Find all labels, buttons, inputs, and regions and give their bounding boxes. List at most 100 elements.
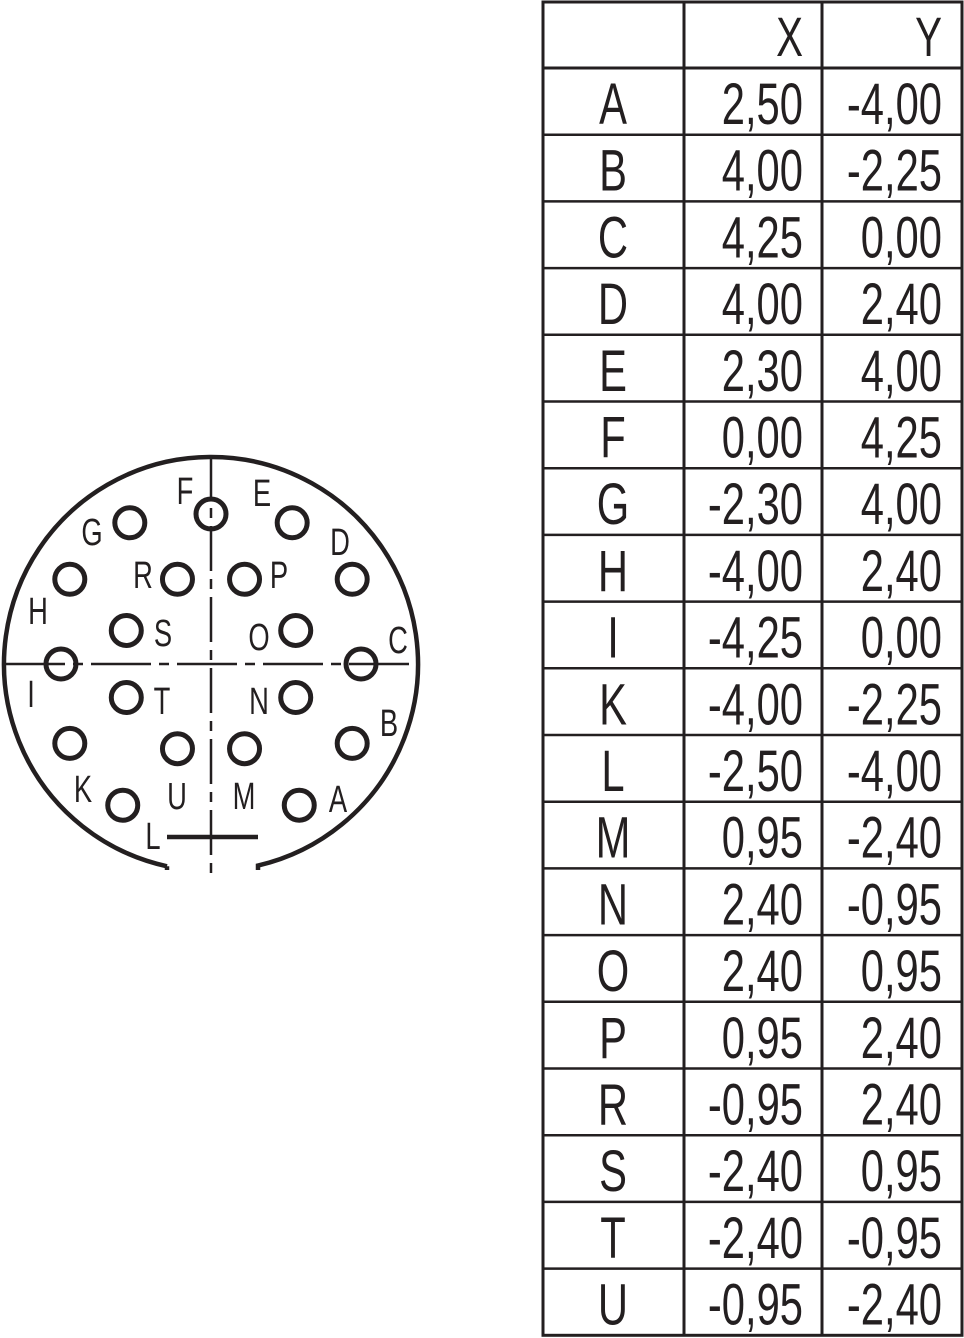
x-value-cell: -2,40 [708, 1138, 803, 1203]
y-value-cell: -2,25 [847, 672, 942, 737]
table-row: K -4,00 -2,25 [599, 672, 942, 737]
y-value-cell: 2,40 [861, 538, 942, 603]
x-value-cell: 2,30 [722, 338, 803, 403]
pin-label: O [248, 617, 269, 659]
pin-label: S [154, 613, 172, 655]
pin-name-cell: A [599, 71, 627, 136]
y-value-cell: -4,00 [847, 71, 942, 136]
pin-label: F [177, 471, 194, 513]
pin-e [274, 505, 310, 541]
table-row: O 2,40 0,95 [597, 938, 942, 1003]
table-row: E 2,30 4,00 [599, 338, 942, 403]
pin-name-cell: O [597, 938, 629, 1003]
y-value-cell: -4,00 [847, 738, 942, 803]
pin-name-cell: M [596, 805, 631, 870]
table-row: R -0,95 2,40 [598, 1072, 942, 1137]
y-value-cell: 2,40 [861, 271, 942, 336]
pin-f [193, 496, 229, 532]
table-row: H -4,00 2,40 [598, 538, 942, 603]
pin-label: B [380, 703, 398, 745]
pin-label: N [249, 681, 269, 723]
table-row: B 4,00 -2,25 [599, 138, 942, 203]
table-row: L -2,50 -4,00 [601, 738, 942, 803]
x-value-cell: -2,40 [708, 1205, 803, 1270]
table-row: F 0,00 4,25 [600, 405, 942, 470]
pin-label: U [167, 776, 187, 818]
pin-name-cell: E [599, 338, 627, 403]
pin-name-cell: P [599, 1005, 627, 1070]
pin-label: L [145, 816, 160, 858]
table-row: U -0,95 -2,40 [598, 1272, 942, 1337]
x-value-cell: 2,50 [722, 71, 803, 136]
table-row: A 2,50 -4,00 [599, 71, 942, 136]
pin-name-cell: G [597, 471, 629, 536]
pin-g [112, 505, 148, 541]
pin-name-cell: K [599, 672, 627, 737]
pin-o [278, 612, 314, 648]
pin-t [108, 680, 144, 716]
y-value-cell: 0,00 [861, 205, 942, 270]
pin-label: R [133, 555, 153, 597]
pin-name-cell: U [598, 1272, 628, 1337]
table-row: C 4,25 0,00 [598, 205, 942, 270]
table-row: N 2,40 -0,95 [598, 872, 942, 937]
x-value-cell: -2,30 [708, 471, 803, 536]
header-x: X [776, 7, 803, 69]
pin-name-cell: F [600, 405, 626, 470]
table-row: I -4,25 0,00 [607, 605, 942, 670]
x-value-cell: -0,95 [708, 1072, 803, 1137]
connector-outline [1, 454, 421, 870]
table-row: G -2,30 4,00 [597, 471, 942, 536]
pin-r [159, 561, 195, 597]
pin-name-cell: D [598, 271, 628, 336]
y-value-cell: 0,95 [861, 938, 942, 1003]
x-value-cell: -2,50 [708, 738, 803, 803]
pin-label: P [270, 555, 288, 597]
pin-d [334, 561, 370, 597]
pin-name-cell: L [601, 738, 624, 803]
x-value-cell: 4,00 [722, 138, 803, 203]
x-value-cell: -4,00 [708, 672, 803, 737]
table-row: D 4,00 2,40 [598, 271, 942, 336]
pin-c [343, 646, 379, 682]
pin-name-cell: H [598, 538, 628, 603]
pin-u [159, 731, 195, 767]
y-value-cell: 4,25 [861, 405, 942, 470]
x-value-cell: 0,95 [722, 1005, 803, 1070]
x-value-cell: 0,95 [722, 805, 803, 870]
table-row: P 0,95 2,40 [599, 1005, 942, 1070]
pin-name-cell: T [600, 1205, 626, 1270]
x-value-cell: 4,00 [722, 271, 803, 336]
pin-i [43, 646, 79, 682]
pin-name-cell: C [598, 205, 628, 270]
pin-label: C [388, 620, 408, 662]
y-value-cell: 4,00 [861, 338, 942, 403]
pin-s [108, 612, 144, 648]
pin-label: M [233, 776, 256, 818]
pin-label: A [329, 779, 348, 821]
x-value-cell: -4,00 [708, 538, 803, 603]
pin-name-cell: I [607, 605, 619, 670]
header-y: Y [915, 7, 942, 69]
x-value-cell: 2,40 [722, 938, 803, 1003]
pin-m [227, 731, 263, 767]
y-value-cell: 2,40 [861, 1005, 942, 1070]
pin-name-cell: B [599, 138, 627, 203]
y-value-cell: 0,95 [861, 1138, 942, 1203]
pin-label: E [253, 473, 271, 515]
table-row: M 0,95 -2,40 [596, 805, 942, 870]
y-value-cell: 0,00 [861, 605, 942, 670]
pin-k [52, 725, 88, 761]
pin-name-cell: N [598, 872, 628, 937]
pin-label: K [74, 769, 92, 811]
x-value-cell: -0,95 [708, 1272, 803, 1337]
y-value-cell: 2,40 [861, 1072, 942, 1137]
pin-n [278, 680, 314, 716]
y-value-cell: 4,00 [861, 471, 942, 536]
pin-l [105, 787, 141, 823]
x-value-cell: 4,25 [722, 205, 803, 270]
y-value-cell: -2,40 [847, 805, 942, 870]
y-value-cell: -2,40 [847, 1272, 942, 1337]
